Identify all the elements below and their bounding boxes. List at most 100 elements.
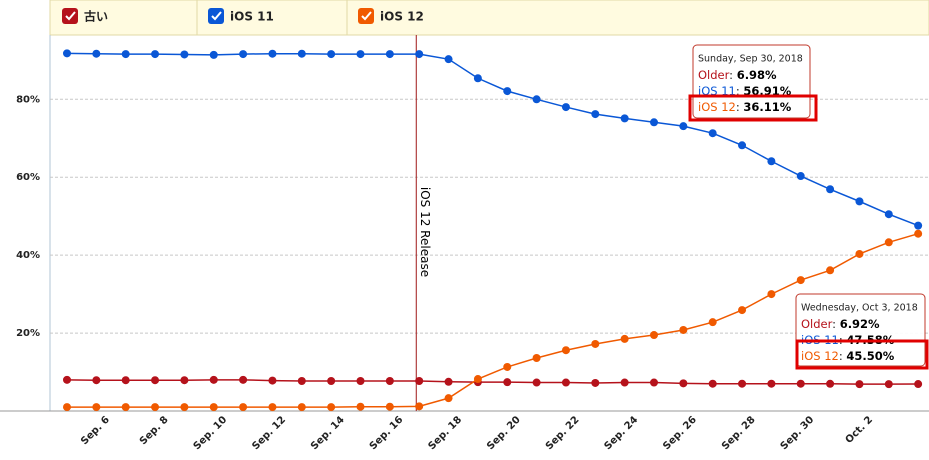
data-point	[385, 376, 394, 385]
data-point	[767, 290, 776, 299]
data-point	[738, 379, 747, 388]
data-point	[708, 129, 717, 138]
legend-check	[211, 11, 222, 21]
data-point	[738, 141, 747, 150]
data-point	[591, 378, 600, 387]
data-point	[239, 375, 248, 384]
data-point	[121, 50, 130, 59]
tooltip-name: iOS 12	[698, 100, 736, 114]
data-point	[415, 376, 424, 385]
data-point	[503, 378, 512, 387]
data-point	[650, 118, 658, 127]
tooltip-value: 6.92%	[840, 317, 880, 331]
tooltip-name: iOS 11	[698, 84, 736, 98]
data-point	[826, 185, 835, 194]
tooltip-item: Older: 6.98%	[698, 68, 777, 82]
legend-check	[65, 11, 76, 21]
data-point	[356, 50, 365, 59]
legend-label: 古い	[84, 9, 108, 24]
data-point	[708, 379, 717, 388]
series-line	[67, 232, 919, 408]
data-point	[268, 376, 277, 385]
data-point	[209, 375, 218, 384]
x-tick-label: Sep. 10	[192, 414, 230, 452]
data-point	[121, 376, 130, 385]
data-point	[796, 379, 805, 388]
data-point	[738, 306, 747, 315]
data-point	[855, 249, 864, 258]
data-point	[473, 74, 482, 83]
data-point	[914, 221, 923, 230]
data-point	[620, 378, 629, 387]
tooltip-date: Wednesday, Oct 3, 2018	[801, 303, 918, 314]
data-point	[297, 403, 306, 412]
data-point	[415, 50, 424, 59]
tooltip-box	[692, 44, 811, 119]
tooltip-value: 56.91%	[743, 84, 791, 98]
data-point	[297, 376, 306, 385]
tooltip-item: Older: 6.92%	[801, 317, 880, 331]
data-point	[561, 378, 570, 387]
tooltip-item: iOS 12: 45.50%	[801, 349, 895, 363]
x-tick-label: Sep. 16	[368, 414, 406, 452]
legend-label: iOS 12	[380, 10, 424, 24]
data-point	[180, 376, 189, 385]
data-point	[151, 50, 160, 59]
data-point	[180, 50, 189, 59]
y-tick-label: 80%	[16, 94, 40, 105]
tooltip-value: 6.98%	[737, 68, 777, 82]
data-point	[92, 49, 101, 58]
data-point	[679, 122, 688, 131]
data-point	[209, 403, 218, 412]
tooltip-sep: :	[736, 84, 744, 98]
data-point	[327, 50, 336, 59]
x-tick-label: Sep. 30	[779, 414, 817, 452]
y-tick-label: 40%	[16, 250, 40, 261]
data-point	[855, 380, 864, 389]
legend-check	[361, 11, 372, 21]
tooltip-sep: :	[839, 349, 847, 363]
data-point	[561, 103, 570, 112]
data-point	[884, 210, 893, 219]
data-point	[561, 346, 570, 355]
legend-checkbox	[208, 8, 224, 24]
tooltip-item: iOS 11: 56.91%	[698, 84, 792, 98]
data-point	[385, 50, 394, 59]
data-point	[503, 362, 512, 371]
data-point	[679, 325, 688, 334]
data-point	[532, 378, 541, 387]
x-tick-label: Sep. 26	[661, 414, 699, 452]
tooltip-item: iOS 12: 36.11%	[698, 100, 792, 114]
highlight-box	[688, 94, 818, 122]
data-point	[92, 403, 101, 412]
data-point	[826, 266, 835, 275]
data-point	[914, 229, 923, 238]
tooltip-sep: :	[832, 317, 840, 331]
data-point	[327, 403, 336, 412]
data-point	[63, 375, 71, 384]
tooltip-name: Older	[698, 68, 730, 82]
y-tick-label: 20%	[16, 328, 40, 339]
legend-checkbox	[62, 8, 78, 24]
data-point	[327, 376, 336, 385]
x-tick-label: Sep. 14	[309, 414, 347, 452]
legend-label: iOS 11	[230, 10, 274, 24]
tooltip-name: iOS 12	[801, 349, 839, 363]
data-point	[239, 403, 248, 412]
series-line	[66, 52, 919, 227]
data-point	[209, 50, 218, 59]
x-tick-label: Sep. 12	[250, 414, 288, 452]
legend-checkbox	[358, 8, 374, 24]
data-point	[532, 95, 541, 104]
data-point	[92, 376, 101, 385]
data-point	[767, 157, 776, 166]
data-point	[591, 110, 600, 119]
data-point	[180, 403, 189, 412]
series-line	[66, 379, 919, 385]
data-point	[650, 331, 658, 340]
data-point	[532, 354, 541, 363]
x-tick-label: Sep. 20	[485, 414, 523, 452]
highlight-box	[795, 339, 929, 370]
data-point	[914, 380, 923, 389]
